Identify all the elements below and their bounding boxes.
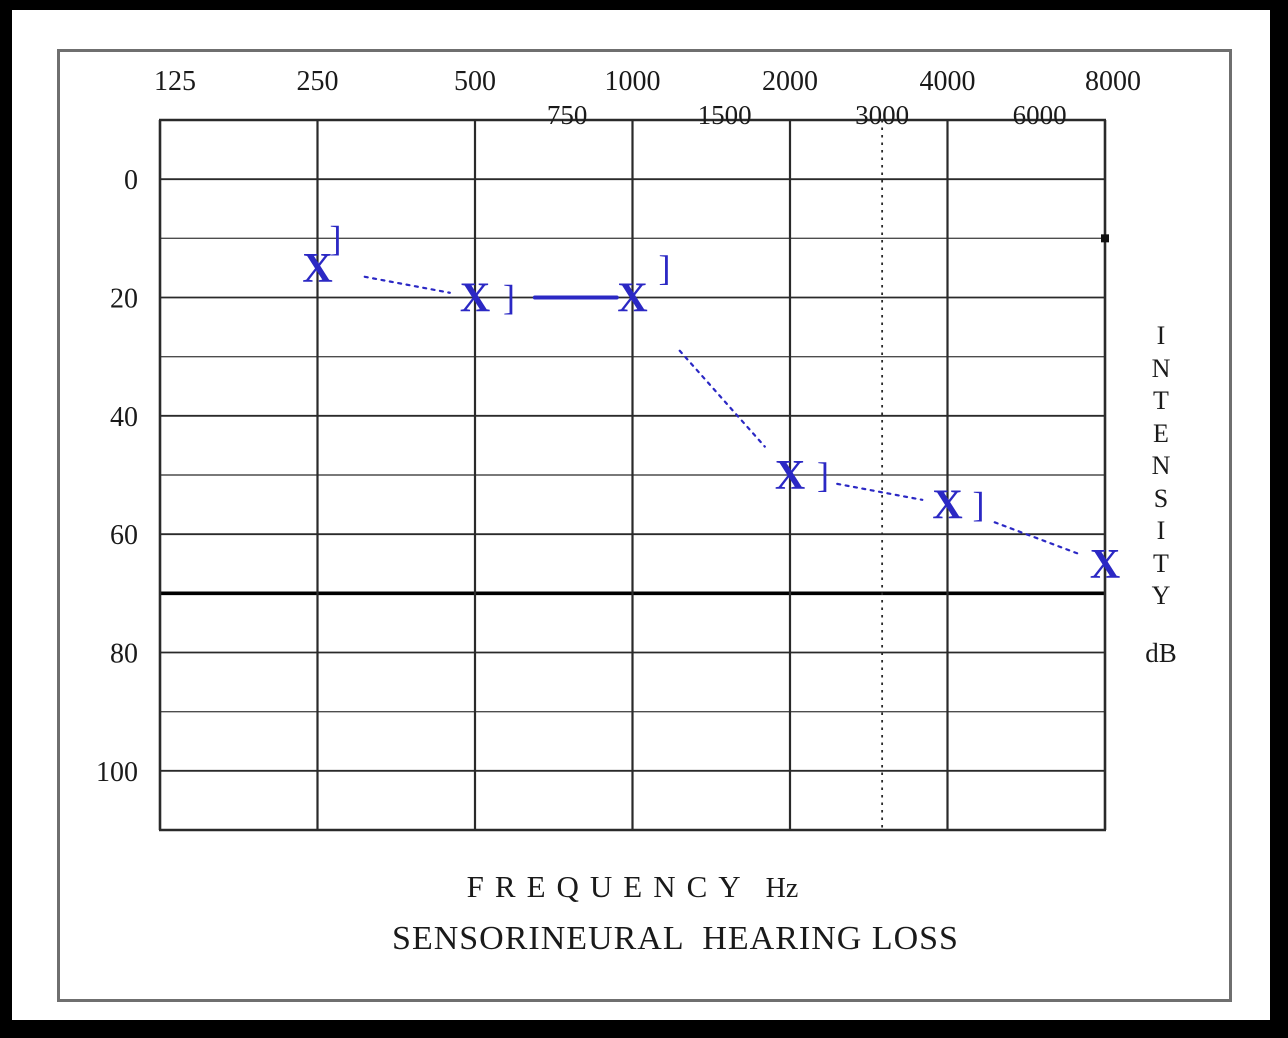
mark-bracket: ]: [973, 485, 985, 525]
y-axis-title-letter: N: [1151, 353, 1171, 383]
mark-bracket: ]: [503, 278, 515, 318]
y-tick-label: 0: [124, 165, 138, 196]
y-tick-label: 100: [96, 757, 138, 788]
x-tick-label-major: 125: [154, 66, 196, 97]
x-tick-label-major: 1000: [605, 66, 661, 97]
series-connector-dotted: [836, 482, 924, 501]
mark-x: X: [1090, 542, 1120, 588]
chart-title: SENSORINEURAL HEARING LOSS: [392, 920, 959, 957]
series-connector-dotted: [993, 521, 1081, 556]
y-axis-unit: dB: [1145, 638, 1177, 668]
x-tick-label-minor: 1500: [698, 100, 752, 130]
y-axis-title-letter: S: [1153, 483, 1169, 513]
x-tick-label-minor: 6000: [1013, 100, 1067, 130]
series-connector-dotted: [678, 349, 766, 448]
y-axis-title-letter: E: [1153, 418, 1169, 448]
grid-edge-mark: [1101, 234, 1109, 243]
mark-x: X: [617, 276, 647, 322]
x-tick-label-minor: 3000: [855, 100, 909, 130]
mark-x: X: [302, 246, 332, 292]
series-connector-dotted: [363, 275, 451, 294]
y-tick-label: 20: [110, 284, 138, 315]
y-axis-title-letter: I: [1156, 516, 1166, 545]
outer-border-box: [57, 49, 1232, 1002]
y-axis-title-letter: N: [1151, 451, 1171, 480]
x-axis-title-text: FREQUENCY: [466, 869, 752, 904]
mark-bracket: ]: [659, 248, 671, 288]
x-tick-label-minor: 750: [547, 100, 588, 130]
x-tick-label-major: 8000: [1085, 66, 1141, 97]
y-axis-title-letter: T: [1153, 386, 1169, 415]
y-axis-title-letter: I: [1156, 321, 1166, 350]
x-axis-unit: Hz: [765, 873, 799, 904]
y-tick-label: 60: [110, 520, 138, 551]
mark-x: X: [932, 483, 962, 529]
x-tick-label-major: 4000: [920, 66, 976, 97]
mark-bracket: ]: [330, 218, 342, 258]
x-tick-label-major: 500: [454, 66, 496, 97]
y-tick-label: 40: [110, 402, 138, 433]
mark-x: X: [460, 276, 490, 322]
y-axis-title-letter: Y: [1151, 581, 1171, 610]
y-tick-label: 80: [110, 639, 138, 670]
mark-bracket: ]: [817, 455, 829, 495]
y-axis-title-letter: T: [1153, 548, 1169, 578]
x-axis-title: FREQUENCY Hz: [160, 869, 1105, 905]
mark-x: X: [775, 453, 805, 499]
x-tick-label-major: 2000: [762, 66, 818, 97]
x-tick-label-major: 250: [297, 66, 339, 97]
